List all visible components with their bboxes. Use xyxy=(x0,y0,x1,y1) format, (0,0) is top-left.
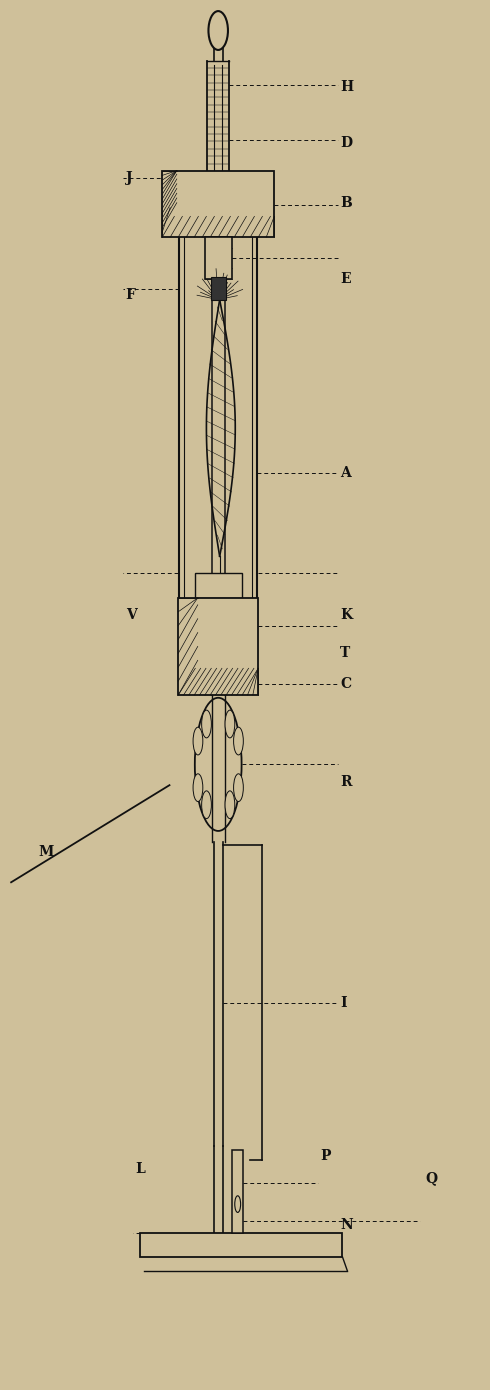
Text: N: N xyxy=(340,1218,353,1232)
Bar xyxy=(211,278,225,300)
Text: D: D xyxy=(340,136,352,150)
Bar xyxy=(140,1233,343,1257)
Circle shape xyxy=(235,1195,241,1212)
Text: F: F xyxy=(125,289,136,303)
Text: H: H xyxy=(340,81,353,95)
Circle shape xyxy=(234,727,244,755)
Text: L: L xyxy=(135,1162,145,1176)
Circle shape xyxy=(234,774,244,802)
Circle shape xyxy=(193,727,203,755)
Text: I: I xyxy=(340,997,346,1011)
Bar xyxy=(162,171,274,238)
Text: R: R xyxy=(340,776,351,790)
Text: J: J xyxy=(125,171,132,185)
Bar xyxy=(178,598,258,695)
Circle shape xyxy=(225,710,235,738)
Bar xyxy=(195,573,242,598)
Text: Q: Q xyxy=(425,1170,438,1184)
Bar xyxy=(204,238,232,279)
Text: A: A xyxy=(340,466,351,480)
Circle shape xyxy=(193,774,203,802)
Text: K: K xyxy=(340,607,352,621)
Text: E: E xyxy=(340,272,351,286)
Text: P: P xyxy=(320,1148,331,1162)
Text: B: B xyxy=(340,196,352,210)
Text: C: C xyxy=(340,677,351,691)
Bar xyxy=(232,1150,243,1233)
Ellipse shape xyxy=(208,11,228,50)
Circle shape xyxy=(202,791,211,819)
Text: T: T xyxy=(340,646,350,660)
Text: V: V xyxy=(125,607,136,621)
Text: M: M xyxy=(38,845,53,859)
Circle shape xyxy=(225,791,235,819)
Circle shape xyxy=(202,710,211,738)
